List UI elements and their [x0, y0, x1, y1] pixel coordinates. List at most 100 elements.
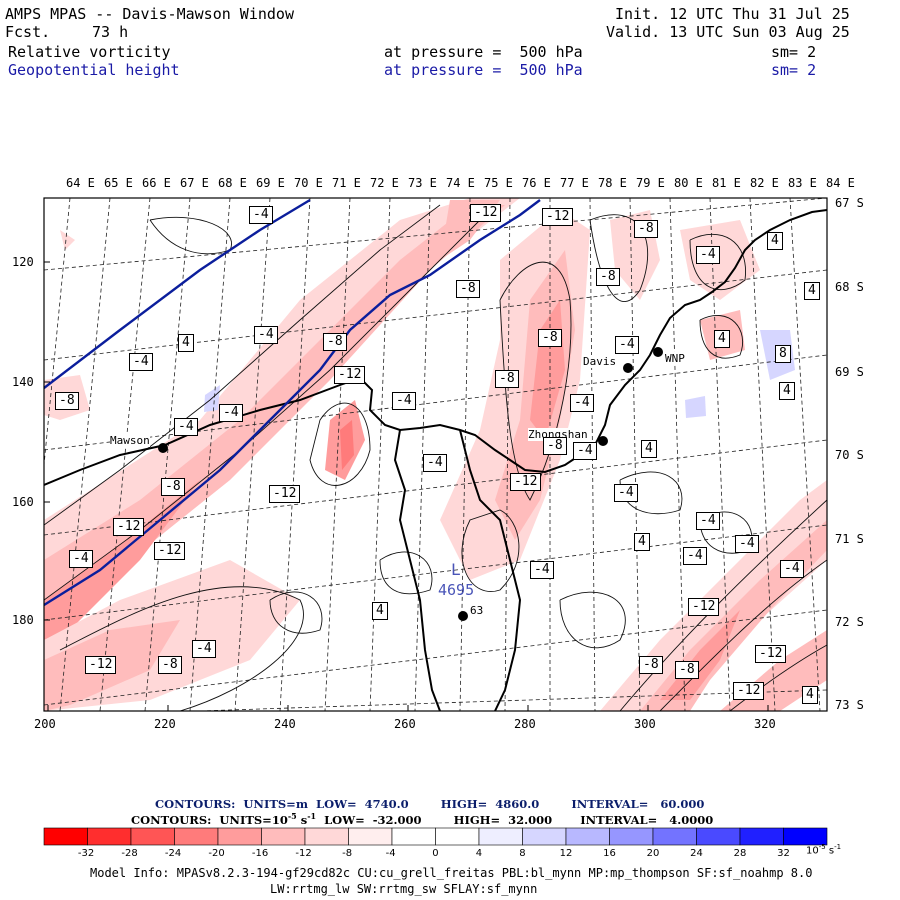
colorbar-tick-label: 24	[690, 848, 703, 859]
colorbar-tick-label: -20	[208, 848, 225, 859]
contour-label: -12	[334, 366, 366, 384]
x-tick: 200	[34, 717, 56, 731]
field-2-smoothing: sm= 2	[771, 61, 817, 79]
lon-label: 74 E	[446, 176, 475, 190]
contour-label: -12	[542, 208, 574, 226]
colorbar-unit: 10-5 s-1	[806, 843, 841, 856]
lat-label: 69 S	[835, 365, 864, 379]
contour-label: -4	[780, 560, 804, 578]
station-63-marker	[458, 611, 468, 621]
lon-label: 80 E	[674, 176, 703, 190]
lon-label: 81 E	[712, 176, 741, 190]
contour-label: -12	[688, 598, 720, 616]
colorbar-tick-label: -8	[342, 848, 353, 859]
contour-label: -4	[249, 206, 273, 224]
x-tick: 320	[754, 717, 776, 731]
field-2-name: Geopotential height	[8, 61, 180, 79]
x-tick: 240	[274, 717, 296, 731]
colorbar-tick-label: -16	[251, 848, 269, 859]
contour-label: -4	[696, 512, 720, 530]
station-markers	[158, 347, 663, 621]
contour-label: -8	[158, 656, 182, 674]
vorticity-units-exp2: -1	[307, 811, 317, 821]
contour-label: -4	[696, 246, 720, 264]
colorbar-swatch	[522, 827, 567, 846]
contour-label: -4	[573, 442, 597, 460]
y-tick: 140	[12, 375, 34, 389]
lon-label: 68 E	[218, 176, 247, 190]
contour-label: -4	[423, 454, 447, 472]
field-1-name: Relative vorticity	[8, 43, 171, 61]
contour-label: -4	[219, 404, 243, 422]
colorbar-swatch	[43, 827, 88, 846]
contour-label: -12	[510, 473, 542, 491]
colorbar-tick-label: 28	[733, 848, 747, 859]
colorbar-unit-exp2: -1	[834, 843, 842, 851]
lon-label: 67 E	[180, 176, 209, 190]
colorbar-swatch	[348, 827, 393, 846]
colorbar-unit-base: 10	[806, 845, 819, 857]
colorbar-swatch	[739, 827, 784, 846]
contour-label: 4	[634, 533, 650, 551]
field-1-level: at pressure = 500 hPa	[384, 43, 583, 61]
init-time: Init. 12 UTC Thu 31 Jul 25	[615, 5, 850, 23]
lon-label: 75 E	[484, 176, 513, 190]
colorbar-unit-exp: -5	[818, 843, 826, 851]
contour-label: -4	[615, 336, 639, 354]
contour-label: -4	[129, 353, 153, 371]
contour-label: -8	[495, 370, 519, 388]
station-label-63: 63	[470, 604, 484, 617]
lon-label: 71 E	[332, 176, 361, 190]
valid-time: Valid. 13 UTC Sun 03 Aug 25	[606, 23, 850, 41]
station-label-davis: Davis	[583, 355, 617, 368]
lon-label: 72 E	[370, 176, 399, 190]
contour-label: -4	[735, 535, 759, 553]
colorbar-swatch	[696, 827, 741, 846]
contour-label: -4	[683, 547, 707, 565]
low-pressure-letter: L	[451, 560, 461, 579]
contour-label: -4	[614, 484, 638, 502]
colorbar-swatch	[478, 827, 523, 846]
y-tick: 180	[12, 613, 34, 627]
lon-label: 84 E	[826, 176, 855, 190]
contour-label: -12	[755, 645, 787, 663]
field-2-level: at pressure = 500 hPa	[384, 61, 583, 79]
lon-label: 69 E	[256, 176, 285, 190]
low-pressure-value: 4695	[438, 581, 475, 599]
forecast-label: Fcst.	[5, 23, 51, 41]
colorbar-swatch	[87, 827, 132, 846]
station-label-mawson: Mawson	[110, 434, 150, 447]
colorbar-tick-label: -32	[77, 848, 95, 859]
lon-label: 64 E	[66, 176, 95, 190]
colorbar-tick-label: -28	[121, 848, 138, 859]
contour-label: 4	[767, 232, 783, 250]
window-title: AMPS MPAS -- Davis-Mawson Window	[5, 5, 294, 23]
lon-label: 65 E	[104, 176, 133, 190]
colorbar-swatch	[435, 827, 480, 846]
lon-label: 78 E	[598, 176, 627, 190]
contour-label: -4	[392, 392, 416, 410]
x-tick: 220	[154, 717, 176, 731]
forecast-hour: 73 h	[92, 23, 129, 41]
mawson-station-marker	[158, 443, 168, 453]
model-info-line-2: LW:rrtmg_lw SW:rrtmg_sw SFLAY:sf_mynn	[270, 882, 538, 896]
contour-label: 4	[178, 334, 194, 352]
contour-label: -12	[470, 204, 502, 222]
contour-label: -8	[596, 268, 620, 286]
wnp-station-marker	[653, 347, 663, 357]
colorbar-unit-s: s	[825, 845, 835, 857]
contour-label: -8	[538, 329, 562, 347]
colorbar-tick-label: 8	[519, 848, 526, 859]
colorbar-swatch	[391, 827, 436, 846]
contour-label: -8	[161, 478, 185, 496]
lat-label: 72 S	[835, 615, 864, 629]
contour-label: -4	[174, 418, 198, 436]
colorbar-swatch	[304, 827, 349, 846]
contour-label: 4	[802, 686, 818, 704]
station-label-zhongshan: Zhongshan	[528, 428, 588, 441]
colorbar-tick-label: 20	[646, 848, 660, 859]
colorbar-swatch	[565, 827, 610, 846]
axis-ticks	[44, 261, 769, 711]
contour-label: -8	[456, 280, 480, 298]
field-1-smoothing: sm= 2	[771, 43, 817, 61]
